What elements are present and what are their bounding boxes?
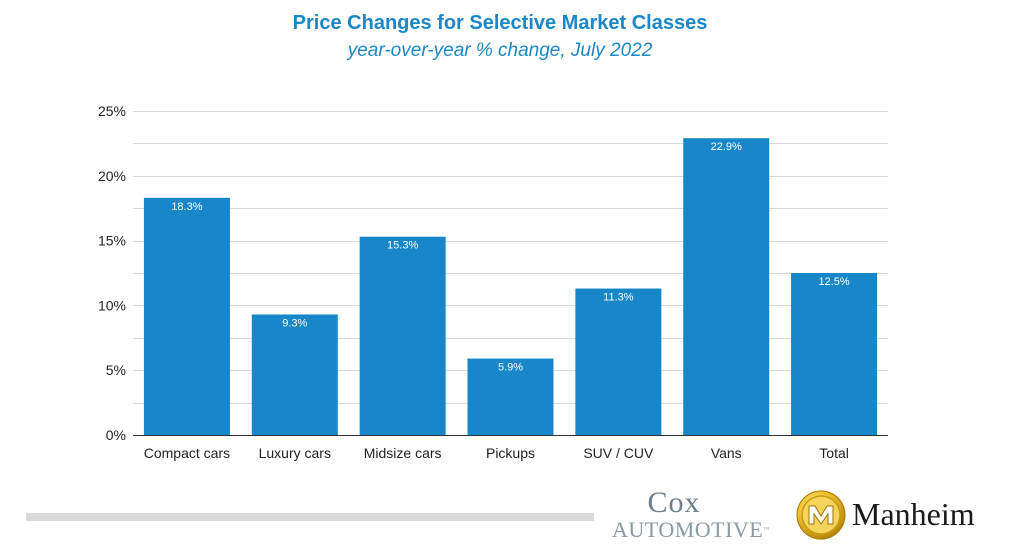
manheim-emblem-icon [796,490,846,540]
x-tick-label: Midsize cars [364,445,442,461]
manheim-wordmark: Manheim [852,496,975,532]
chart-title: Price Changes for Selective Market Class… [292,12,708,34]
cox-logo-bottom: AUTOMOTIVE™ [612,517,770,542]
bar [359,236,446,435]
manheim-logo: Manheim [796,490,1006,546]
y-tick-label: 20% [98,168,126,184]
bar [467,358,554,435]
data-label: 5.9% [498,362,523,374]
x-tick-label: SUV / CUV [583,445,654,461]
x-tick-label: Pickups [486,445,535,461]
y-tick-label: 15% [98,233,126,249]
data-label: 12.5% [818,276,849,288]
chart-subtitle: year-over-year % change, July 2022 [347,40,653,61]
data-label: 11.3% [603,292,634,304]
data-label: 18.3% [171,201,202,213]
bar [683,138,770,435]
bar [791,273,878,435]
bar [143,197,230,435]
y-tick-label: 10% [98,297,126,313]
bar-chart: 0% 5% 10% 15% 20% 25% 18.3% Compact cars 9.3% Lux… [98,103,888,461]
cox-logo-top: Cox [647,486,701,519]
data-label: 9.3% [282,317,307,329]
x-tick-label: Luxury cars [259,445,331,461]
bar [575,288,662,435]
y-tick-label: 0% [106,427,126,443]
x-tick-label: Vans [711,445,742,461]
data-label: 15.3% [387,240,418,252]
x-tick-label: Total [819,445,849,461]
footer-divider [26,513,594,521]
x-tick-label: Compact cars [144,445,230,461]
y-tick-label: 25% [98,103,126,119]
data-label: 22.9% [711,141,742,153]
y-tick-label: 5% [106,362,126,378]
bar [251,314,338,435]
cox-automotive-logo: Cox AUTOMOTIVE™ [612,488,782,548]
